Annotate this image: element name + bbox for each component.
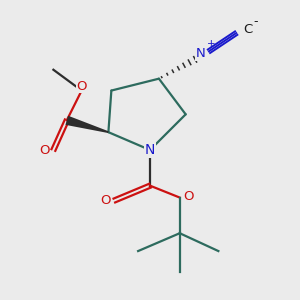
Text: O: O [76, 80, 87, 93]
Text: -: - [254, 15, 258, 28]
Polygon shape [65, 116, 109, 133]
Text: O: O [183, 190, 194, 202]
Text: N: N [145, 143, 155, 157]
Text: N: N [196, 47, 206, 60]
Text: O: O [100, 194, 111, 207]
Text: O: O [39, 143, 50, 157]
Text: +: + [207, 39, 215, 49]
Text: C: C [244, 23, 253, 36]
